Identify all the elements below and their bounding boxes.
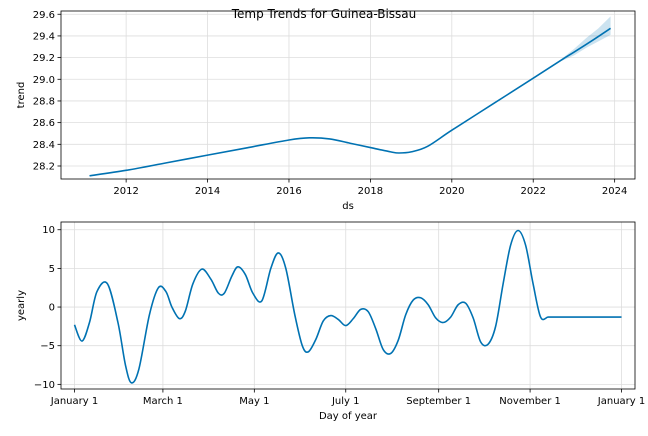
y-axis-label: trend (16, 82, 27, 109)
x-tick-label: 2016 (276, 186, 301, 197)
yearly-axes-frame (60, 221, 636, 390)
x-tick-label: 2018 (358, 186, 383, 197)
x-tick-label: March 1 (143, 396, 183, 407)
x-tick-label: May 1 (239, 396, 269, 407)
y-tick-label: 0 (49, 303, 55, 314)
x-tick-label: July 1 (331, 396, 360, 407)
x-tick-label: 2014 (195, 186, 220, 197)
y-tick-label: 10 (42, 225, 55, 236)
y-tick-label: 28.4 (33, 140, 55, 151)
x-tick-label: 2024 (602, 186, 627, 197)
y-tick-label: 5 (49, 264, 55, 275)
x-tick-label: November 1 (499, 396, 561, 407)
x-tick-label: January 1 (597, 396, 645, 407)
x-axis-label: ds (342, 201, 354, 212)
chart-title: Temp Trends for Guinea-Bissau (231, 7, 417, 21)
yearly-series-line (73, 229, 622, 384)
trend-axes-frame (60, 10, 636, 180)
x-tick-label: September 1 (406, 396, 471, 407)
x-tick-label: 2022 (521, 186, 546, 197)
y-tick-label: 29.6 (33, 10, 55, 21)
x-tick-label: 2020 (439, 186, 464, 197)
y-tick-label: −10 (34, 380, 55, 391)
y-tick-label: 28.6 (33, 118, 55, 129)
y-axis-label: yearly (16, 290, 27, 321)
y-tick-label: 29.0 (33, 75, 55, 86)
y-tick-label: 28.2 (33, 161, 55, 172)
x-tick-label: 2012 (113, 186, 138, 197)
trend-series-line (89, 27, 612, 177)
y-tick-label: 29.4 (33, 31, 55, 42)
y-tick-label: 28.8 (33, 96, 55, 107)
x-tick-label: January 1 (50, 396, 98, 407)
x-axis-label: Day of year (319, 411, 378, 422)
y-tick-label: −5 (40, 341, 55, 352)
uncertainty-band (561, 16, 611, 61)
y-tick-label: 29.2 (33, 53, 55, 64)
